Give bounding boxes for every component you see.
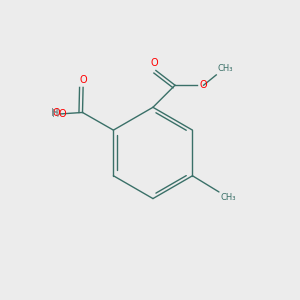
Text: CH₃: CH₃ <box>220 194 236 202</box>
Text: H: H <box>51 108 58 118</box>
Text: O: O <box>59 109 67 119</box>
Text: O: O <box>53 108 60 118</box>
Text: O: O <box>79 75 87 85</box>
Text: H: H <box>52 109 59 119</box>
Text: O: O <box>200 80 207 90</box>
Text: CH₃: CH₃ <box>217 64 232 74</box>
Text: O: O <box>151 58 158 68</box>
